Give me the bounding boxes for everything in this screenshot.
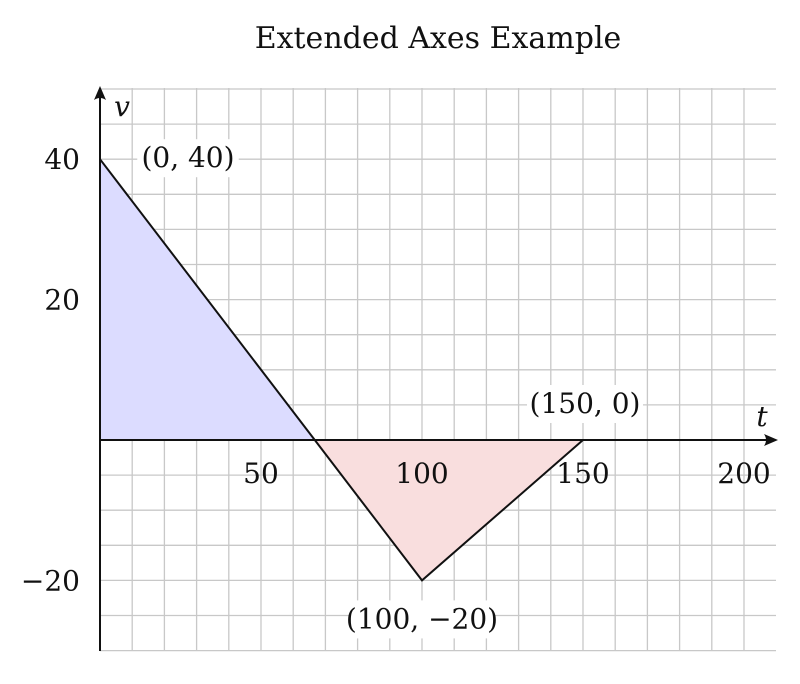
chart-title: Extended Axes Example (255, 21, 622, 56)
tick-labels: 50 100 150 200 40 20 −20 (21, 143, 771, 597)
annotation-label: (0, 40) (141, 141, 234, 174)
x-axis-label: t (756, 400, 768, 433)
x-tick-label: 50 (243, 457, 279, 490)
y-axis-arrow (94, 86, 106, 100)
y-tick-label: −20 (21, 564, 80, 597)
x-tick-label: 150 (556, 457, 609, 490)
x-tick-label: 200 (717, 457, 770, 490)
annotations: (0, 40) (150, 0) (100, −20) (137, 139, 643, 639)
annotation-bg (349, 600, 495, 639)
y-tick-label: 20 (44, 284, 80, 317)
x-tick-label: 100 (395, 457, 448, 490)
annotation-bg (137, 139, 239, 178)
annotation-label: (100, −20) (346, 602, 498, 635)
y-axis-label: v (114, 90, 130, 123)
y-tick-label: 40 (44, 143, 80, 176)
x-axis-arrow (764, 434, 778, 446)
fill-region-2 (314, 440, 583, 581)
axes (94, 86, 778, 651)
annotation-bg (527, 385, 643, 423)
annotation-label: (150, 0) (530, 387, 641, 420)
series-line-1 (99, 158, 584, 582)
data-series (99, 158, 584, 582)
